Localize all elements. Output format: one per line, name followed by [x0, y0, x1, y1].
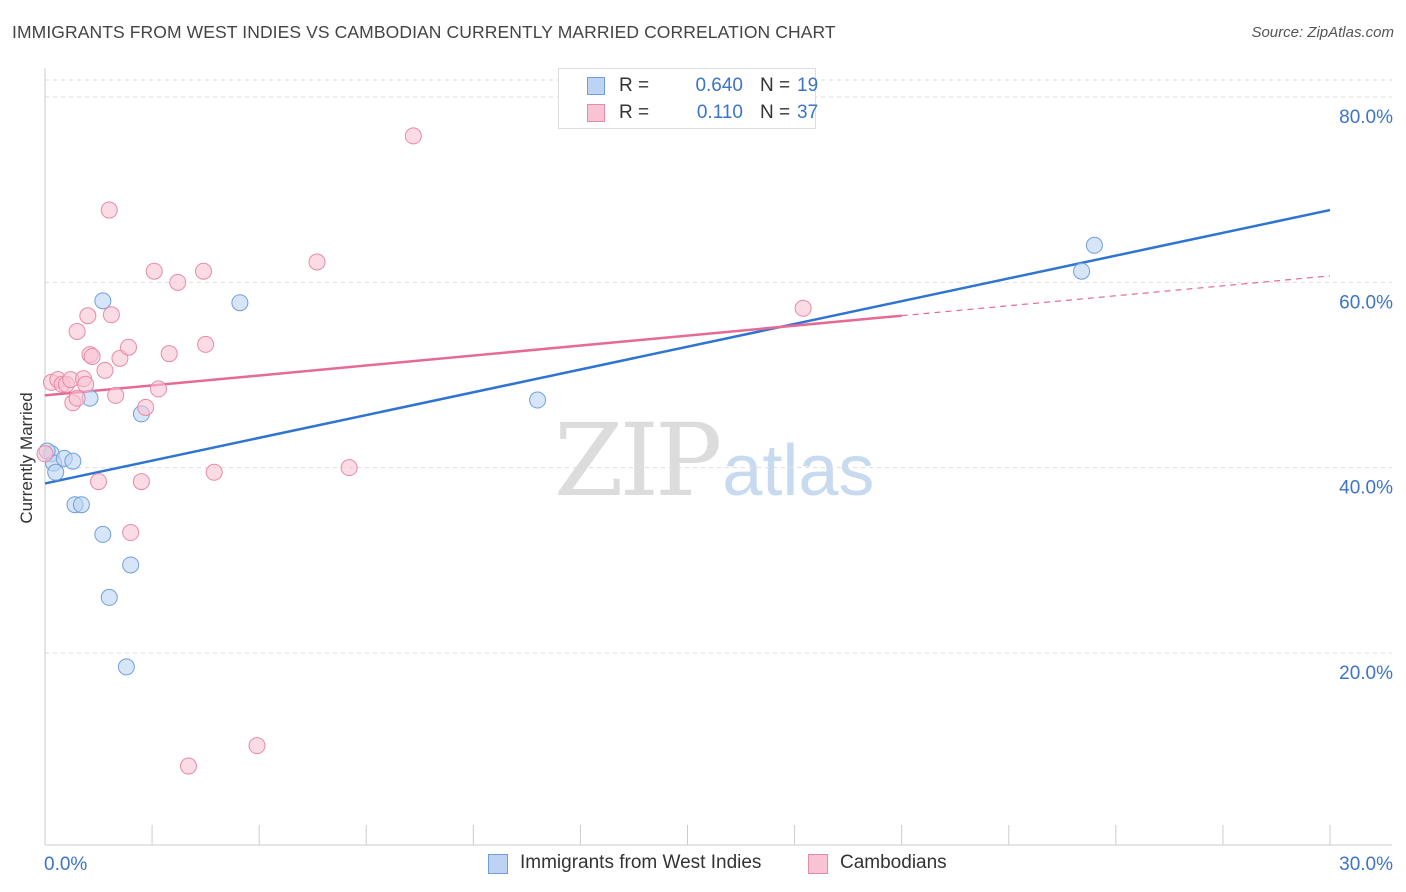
- source-credit: Source: ZipAtlas.com: [1251, 24, 1394, 41]
- data-point-blue: [47, 463, 65, 481]
- data-point-blue: [64, 452, 82, 470]
- data-point-pink: [102, 306, 120, 324]
- data-point-pink: [68, 389, 86, 407]
- trend-line-pink-extension: [901, 275, 1331, 317]
- axes: [44, 68, 1392, 846]
- y-tick-label: 20.0%: [1339, 663, 1393, 684]
- y-tick-label: 40.0%: [1339, 478, 1393, 499]
- data-point-blue: [122, 556, 140, 574]
- data-point-blue: [100, 588, 118, 606]
- data-point-pink: [308, 253, 326, 271]
- data-point-pink: [79, 307, 97, 325]
- data-points: [36, 127, 1103, 775]
- data-point-pink: [96, 361, 114, 379]
- trend-line-blue: [44, 208, 1331, 485]
- data-point-pink: [248, 737, 266, 755]
- data-point-pink: [120, 338, 138, 356]
- x-tick-label: 30.0%: [1339, 854, 1393, 875]
- data-point-pink: [160, 345, 178, 363]
- y-tick-label: 80.0%: [1339, 107, 1393, 128]
- legend-r-value: 0.640: [695, 75, 743, 96]
- data-point-blue: [1073, 262, 1091, 280]
- data-point-pink: [340, 459, 358, 477]
- data-point-pink: [179, 757, 197, 775]
- bottom-legend-label: Cambodians: [840, 852, 947, 873]
- data-point-pink: [77, 375, 95, 393]
- legend-swatch-blue: [587, 77, 605, 95]
- legend-r-label: R =: [619, 102, 650, 123]
- data-point-pink: [132, 473, 150, 491]
- tick-labels: 20.0% 40.0% 60.0% 80.0% 0.0% 30.0%: [44, 107, 1393, 875]
- legend-n-label: N =: [760, 102, 791, 123]
- data-point-pink: [169, 273, 187, 291]
- data-point-pink: [205, 463, 223, 481]
- legend-swatch-pink: [587, 104, 605, 122]
- bottom-legend-label: Immigrants from West Indies: [520, 852, 762, 873]
- data-point-blue: [117, 658, 135, 676]
- y-axis-label: Currently Married: [17, 392, 36, 524]
- data-point-blue: [94, 292, 112, 310]
- trend-line-pink: [44, 314, 902, 397]
- legend-n-label: N =: [760, 75, 791, 96]
- data-point-pink: [90, 473, 108, 491]
- data-point-pink: [107, 386, 125, 404]
- data-point-pink: [404, 127, 422, 145]
- data-point-pink: [122, 524, 140, 542]
- y-tick-label: 60.0%: [1339, 292, 1393, 313]
- legend-r-value: 0.110: [696, 102, 743, 123]
- data-point-blue: [231, 294, 249, 312]
- chart-title: IMMIGRANTS FROM WEST INDIES VS CAMBODIAN…: [12, 22, 836, 42]
- correlation-legend: R = 0.640 N = 19 R = 0.110 N = 37: [558, 68, 819, 129]
- data-point-pink: [145, 262, 163, 280]
- bottom-legend-swatch-pink: [808, 854, 828, 874]
- x-tick-label: 0.0%: [44, 854, 87, 875]
- legend-n-value: 37: [797, 102, 819, 123]
- data-point-pink: [137, 398, 155, 416]
- data-point-pink: [194, 262, 212, 280]
- data-point-pink: [100, 201, 118, 219]
- data-point-blue: [1085, 236, 1103, 254]
- data-point-blue: [529, 391, 547, 409]
- legend-n-value: 19: [797, 75, 819, 96]
- data-point-pink: [150, 380, 168, 398]
- legend-r-label: R =: [619, 75, 650, 96]
- data-point-pink: [68, 322, 86, 340]
- data-point-blue: [72, 496, 90, 514]
- trend-lines: [44, 208, 1331, 485]
- data-point-pink: [794, 299, 812, 317]
- data-point-pink: [197, 335, 215, 353]
- bottom-legend-swatch-blue: [488, 854, 508, 874]
- data-point-blue: [94, 525, 112, 543]
- data-point-pink: [36, 445, 54, 463]
- data-point-pink: [83, 347, 101, 365]
- gridlines: [45, 79, 1392, 654]
